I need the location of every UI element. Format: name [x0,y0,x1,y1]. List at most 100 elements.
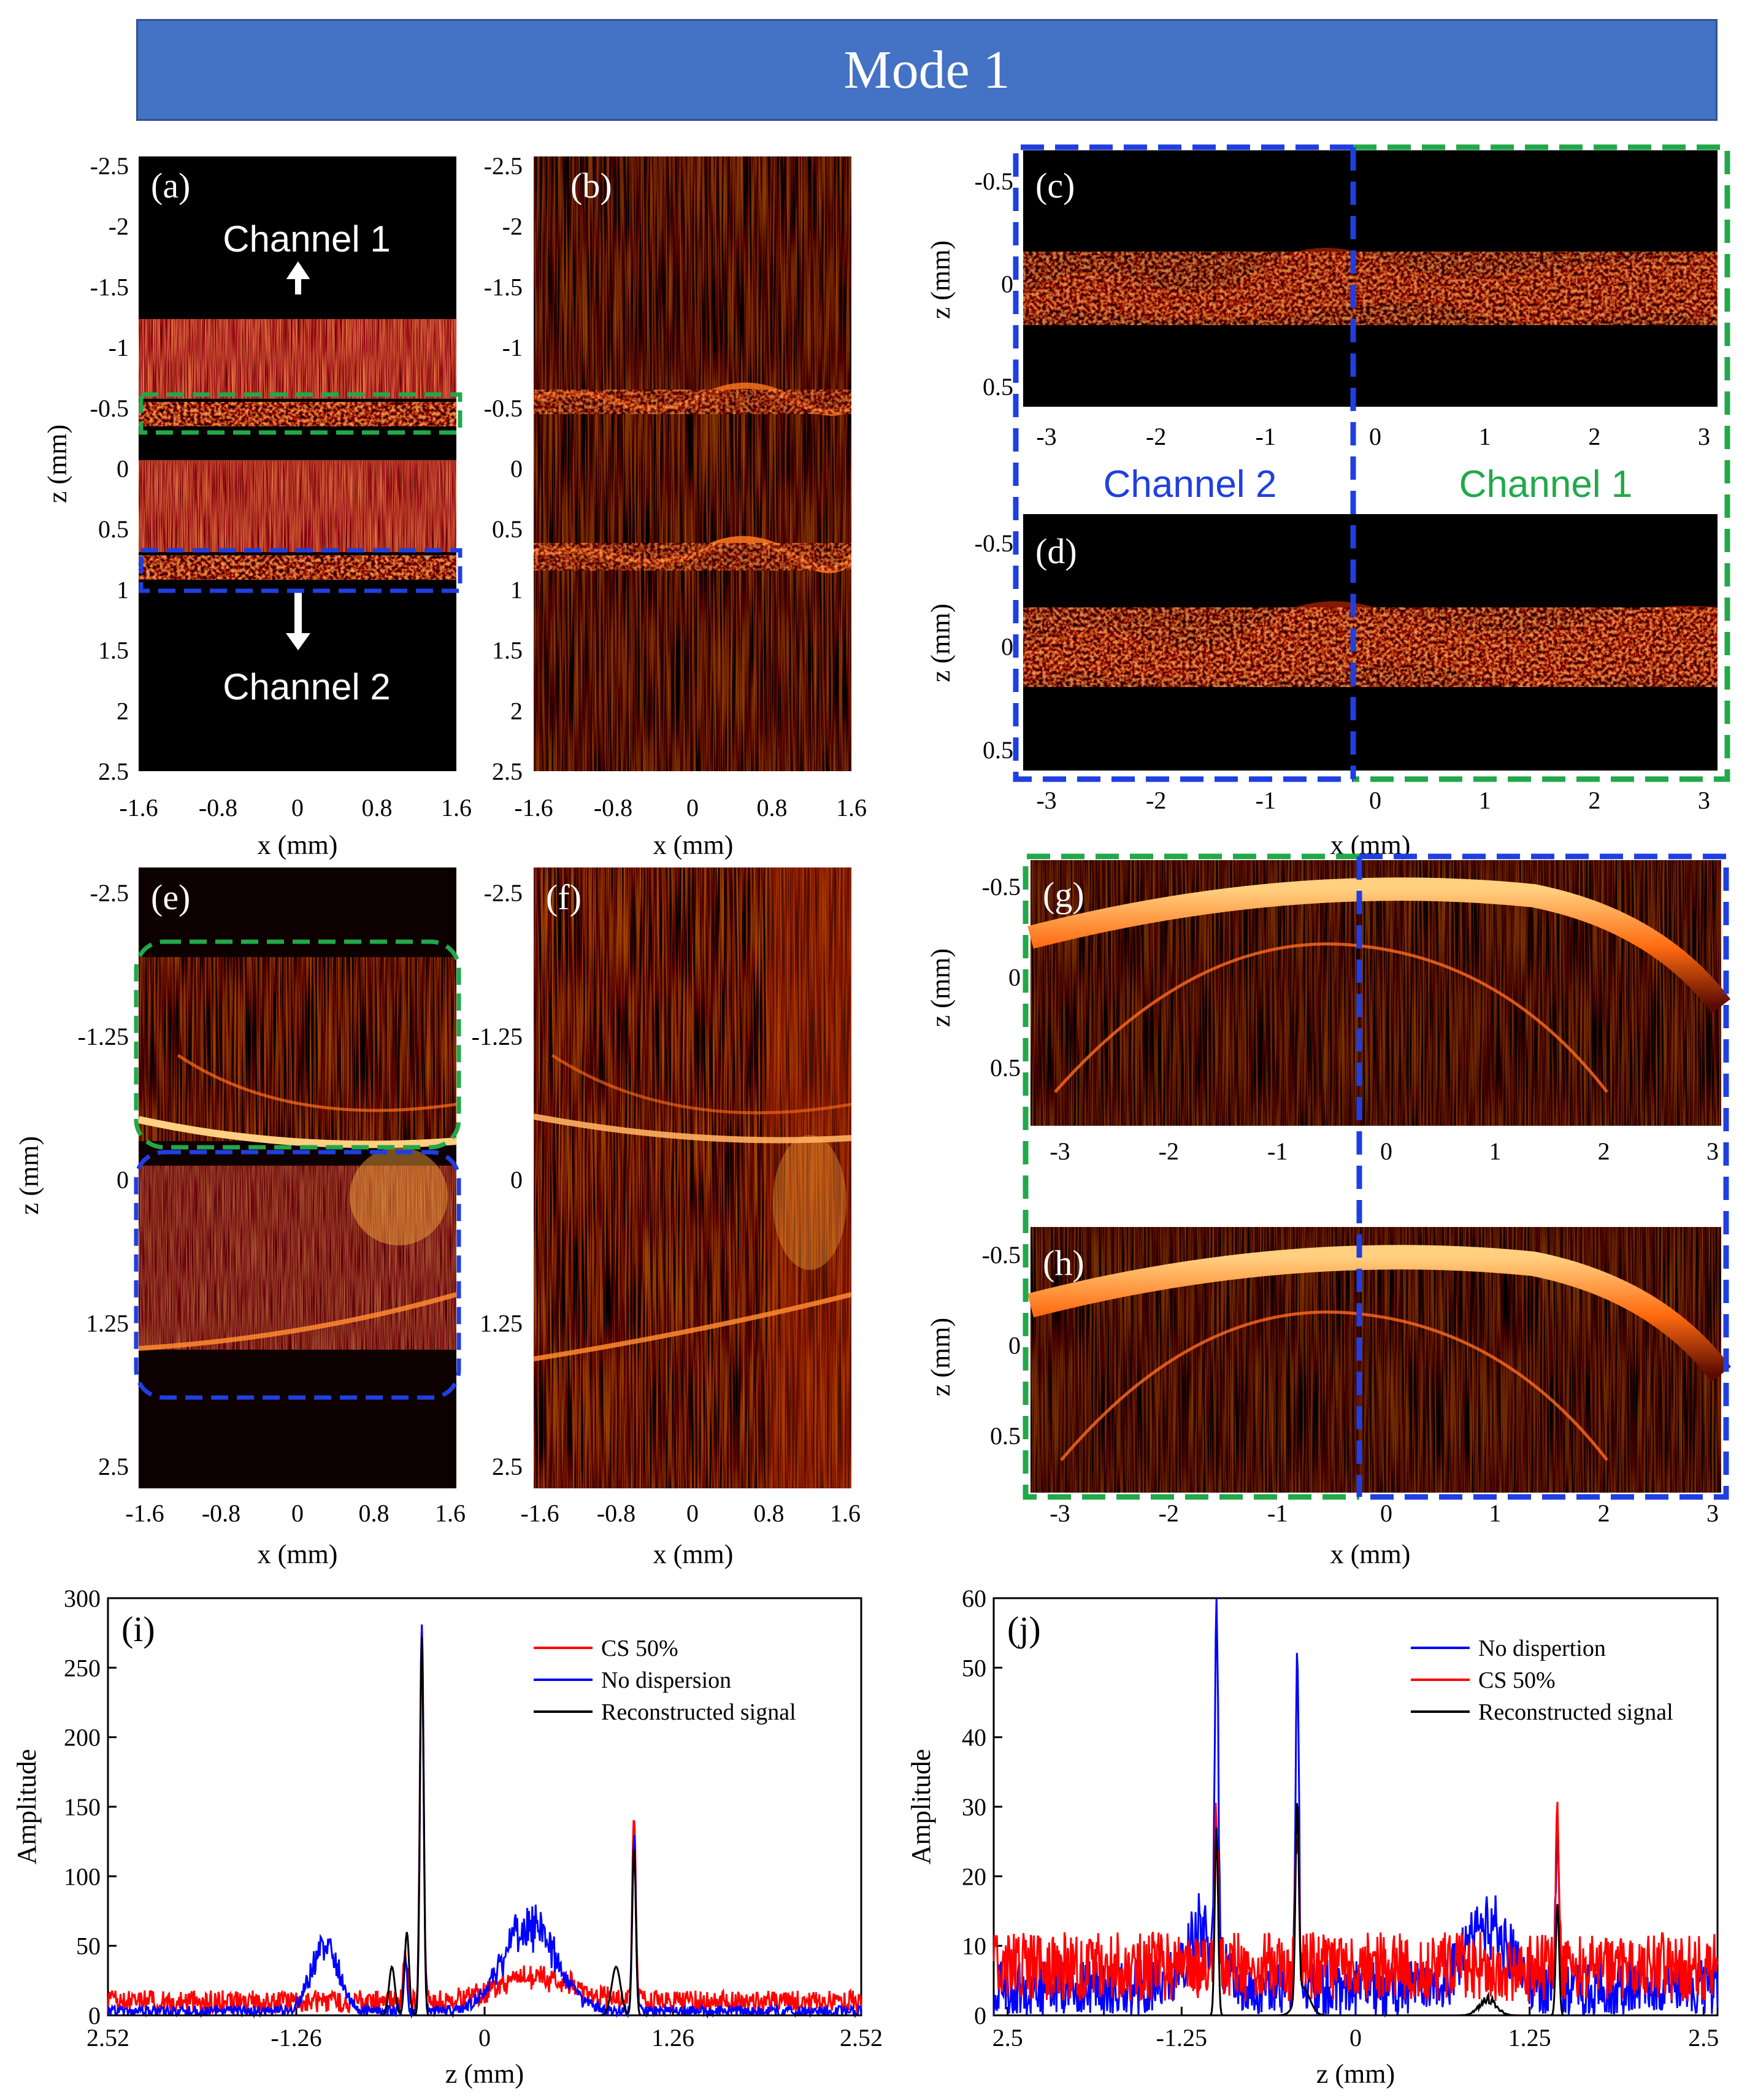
panel-c-xticks: -3 -2 -1 0 1 2 3 [1036,423,1710,450]
chart-j-legend-label: CS 50% [1478,1667,1556,1693]
chart-i-legend-label: CS 50% [601,1636,678,1661]
chart-i-ytick-label: 100 [64,1863,101,1890]
arrow-down-head-icon [286,633,310,650]
panel-e-channel2-box [134,1150,461,1400]
panel-b-ytick: -2 [502,213,523,240]
channel1-highlight-box [139,392,463,435]
gh-channel1-box [1023,853,1359,1500]
panel-e-xlabel: x (mm) [258,1539,338,1569]
panel-f-ytick: 1.25 [480,1309,523,1337]
chart-i-xtick-label: 0 [478,2024,491,2052]
panel-e-ytick: -2.5 [90,879,129,907]
panel-h-label: (h) [1043,1243,1084,1283]
panel-a-ytick: 0.5 [98,515,129,543]
panel-e-ytick: 1.25 [86,1309,129,1337]
panel-c: (c) -0.5 0 0.5 -3 -2 -1 0 1 2 3 z (mm) [926,150,1718,450]
panel-c-xtick: 2 [1588,423,1600,450]
panel-d-yticks: -0.5 0 0.5 [975,529,1013,764]
chart-j: 0 10 20 30 40 50 60 2.5 -1.25 0 1.25 2.5 No disperti… [906,1585,1719,2089]
panel-e-ytick: -1.25 [78,1023,129,1050]
panel-f-xtick: -0.8 [597,1499,635,1527]
panel-f: (f) -2.5 -1.25 0 1.25 2.5 -1.6 -0.8 0 0.8 1.6 x … [472,867,861,1569]
page-title: Mode 1 [843,40,1010,100]
panel-e-xtick: 0 [291,1499,304,1527]
chart-i-ytick-label: 300 [64,1585,101,1612]
chart-i-panel-label: (i) [121,1609,155,1649]
panel-e: (e) -2.5 -1.25 0 1.25 2.5 -1.6 -0.8 0 0.8 1.6 z … [14,867,466,1569]
panel-g-label: (g) [1043,875,1084,915]
panel-c-ytick: 0 [1001,271,1013,298]
chart-i-ytick-label: 200 [64,1724,101,1752]
chart-j-ytick-label: 10 [962,1933,986,1960]
panel-a-ytick: -2.5 [90,152,129,180]
chart-j-xtick-label: 2.5 [1688,2024,1719,2052]
panel-d-xtick: -1 [1256,787,1276,814]
panel-g-ylabel: z (mm) [926,948,956,1027]
panel-d-ytick: 0.5 [983,736,1013,764]
panel-d-xtick: 3 [1698,787,1710,814]
panel-b-ytick: -2.5 [484,152,523,180]
panel-h: (h) -0.5 0 0.5 -3 -2 -1 0 1 2 3 z (mm) x (mm) [926,1227,1731,1569]
panel-b: (b) -2.5 -2 -1.5 -1 -0.5 0 0.5 1 1.5 2 2.5 -1.6 -0.… [484,152,867,860]
panel-d-xticks: -3 -2 -1 0 1 2 3 [1036,787,1710,814]
panel-b-xtick: 0.8 [757,794,788,821]
panel-d-xtick: 2 [1588,787,1600,814]
panel-f-xlabel: x (mm) [653,1539,734,1569]
panel-b-xticks: -1.6 -0.8 0 0.8 1.6 [514,794,867,821]
panel-g-xtick: 3 [1706,1137,1719,1165]
panel-a-xtick: 1.6 [441,794,472,821]
chart-j-xtick-label: 0 [1349,2024,1362,2052]
panel-e-ylabel: z (mm) [14,1136,44,1215]
cd-channel2-label: Channel 2 [1104,463,1277,506]
panel-g-xtick: 2 [1598,1137,1610,1165]
panel-h-xticks: -3 -2 -1 0 1 2 3 [1050,1499,1719,1527]
panel-a-xtick: 0 [291,794,304,821]
panel-h-xtick: -3 [1050,1499,1070,1527]
panel-e-ytick: 2.5 [98,1453,129,1480]
panel-c-label: (c) [1035,166,1075,206]
chart-i-xlabel: z (mm) [445,2059,524,2089]
panel-a-ytick: -2 [109,213,129,240]
chart-j-ytick-label: 0 [974,2002,986,2029]
panel-a-xtick: -1.6 [119,794,158,821]
panel-c-xtick: -1 [1256,423,1276,450]
chart-i-series-2 [108,1637,861,2017]
panel-f-ytick: -2.5 [484,879,523,907]
panel-d-ytick: -0.5 [975,529,1013,557]
chart-j-legend-label: No dispertion [1478,1636,1606,1661]
panel-b-xlabel: x (mm) [653,830,734,860]
panel-b-ytick: 2 [510,697,523,725]
panel-g-xtick: -3 [1050,1137,1070,1165]
chart-j-ytick-label: 50 [962,1654,986,1682]
panel-h-yticks: -0.5 0 0.5 [982,1241,1021,1450]
panel-e-label: (e) [151,877,190,917]
panel-f-ytick: 0 [510,1166,523,1194]
panel-g-xtick: 1 [1489,1137,1501,1165]
panel-b-ytick: 2.5 [492,758,523,785]
panel-c-xtick: -2 [1146,423,1166,450]
panel-g-xticks: -3 -2 -1 0 1 2 3 [1050,1137,1719,1165]
panel-e-xtick: -0.8 [202,1499,240,1527]
panel-d: (d) -0.500.5 -3 -2 -1 0 1 2 3 z (mm) x (mm) [926,514,1718,860]
panel-d-xtick: 0 [1369,787,1381,814]
panel-f-xtick: 0.8 [754,1499,785,1527]
chart-j-legend-label: Reconstructed signal [1478,1699,1673,1725]
panel-d-xtick: -3 [1036,787,1056,814]
panel-a-xtick: 0.8 [362,794,393,821]
panel-a-ytick: 1 [117,576,129,604]
panel-g-ytick: 0.5 [990,1054,1021,1082]
chart-i-legend-label: No dispersion [601,1667,731,1693]
panel-a-ytick: 2 [117,697,129,725]
gh-channel2-box [1359,853,1729,1500]
panel-e-xtick: 0.8 [359,1499,390,1527]
panel-b-ytick: -1 [502,334,523,361]
panel-b-ytick: -1.5 [484,273,523,301]
panel-a-ytick: 2.5 [98,758,129,785]
chart-i-legend-label: Reconstructed signal [601,1699,796,1725]
panel-a-yticks: -2.5 -2 -1.5 -1 -0.5 0 0.5 1 1.5 2 2.5 [90,152,129,785]
panel-f-xtick: 1.6 [830,1499,861,1527]
panel-h-xlabel: x (mm) [1330,1539,1411,1569]
panel-e-ytick: 0 [117,1166,129,1194]
panel-b-ytick: 1.5 [492,637,523,664]
